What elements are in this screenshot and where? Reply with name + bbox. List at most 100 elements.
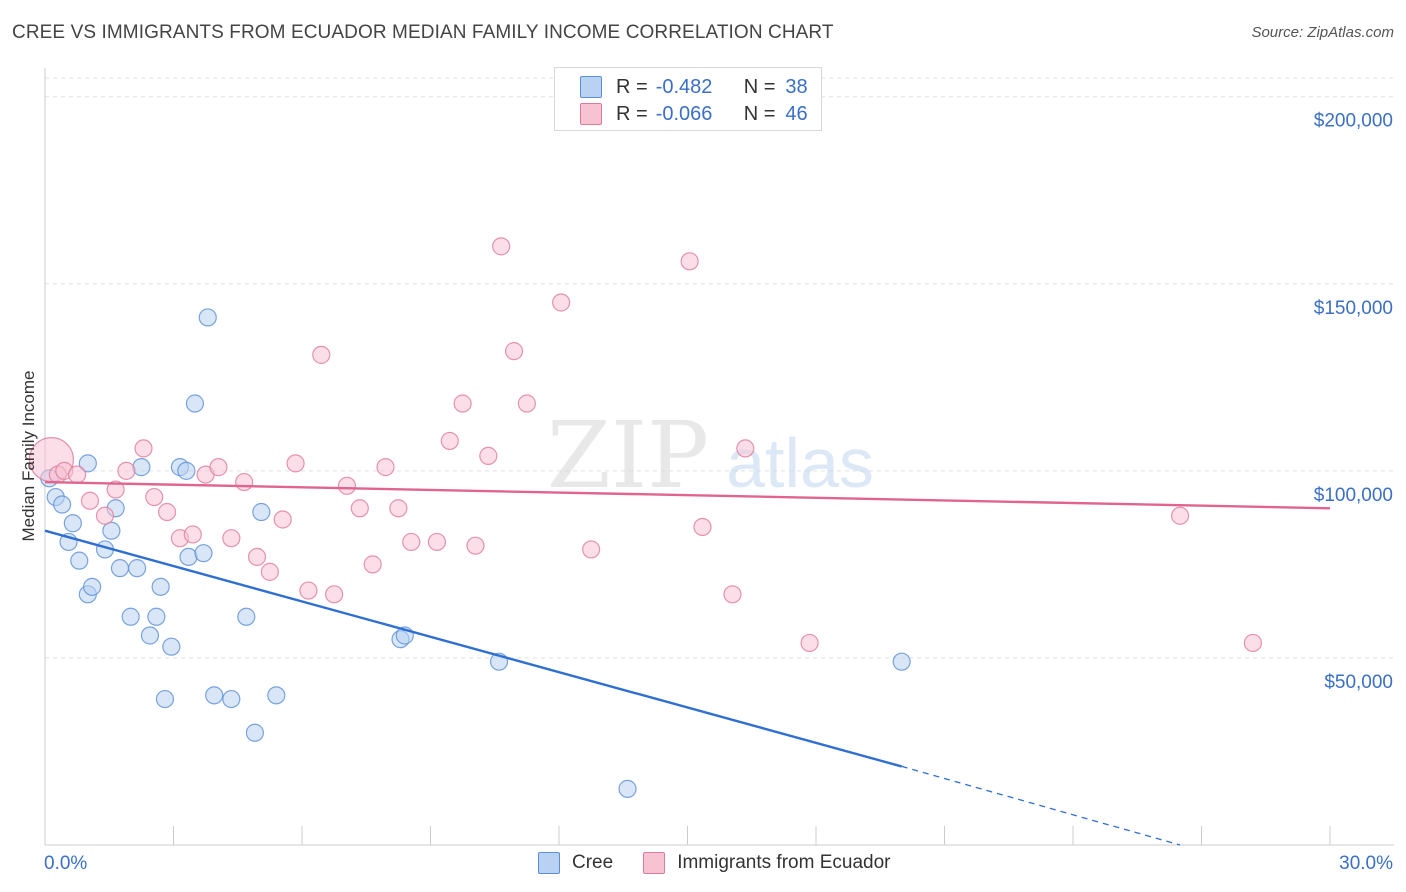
ecuador-point	[453, 394, 472, 413]
ecuador-point	[723, 585, 742, 604]
ecuador-point	[466, 536, 485, 555]
cree-point	[63, 514, 82, 533]
cree-point	[83, 577, 102, 596]
ecuador-point	[286, 454, 305, 473]
cree-point	[267, 686, 286, 705]
r-value: -0.066	[655, 102, 713, 125]
ecuador-point	[299, 581, 318, 600]
cree-point	[205, 686, 224, 705]
cree-point	[147, 607, 166, 626]
cree-swatch	[538, 852, 560, 874]
ecuador-point	[517, 394, 536, 413]
cree-point	[102, 521, 121, 540]
ecuador-point	[427, 532, 447, 552]
r-label: R =	[616, 75, 648, 98]
cree-point	[132, 458, 151, 477]
cree-point	[151, 577, 170, 596]
ecuador-point	[95, 506, 115, 525]
ecuador-point	[389, 499, 408, 518]
ecuador-point	[134, 439, 153, 458]
cree-point	[121, 607, 140, 626]
ecuador-point	[222, 529, 241, 548]
ecuador-point	[363, 555, 382, 574]
cree-point	[78, 454, 97, 473]
grid-lines	[45, 77, 1394, 659]
ecuador-point	[479, 446, 498, 465]
ecuador-point	[235, 472, 254, 492]
cree-point	[177, 461, 196, 480]
cree-point	[222, 689, 241, 709]
n-label: N =	[743, 102, 776, 125]
ecuador-point	[68, 465, 87, 484]
cree-point	[53, 495, 72, 514]
n-value: 46	[785, 102, 808, 125]
source-label: Source: ZipAtlas.com	[1251, 24, 1394, 41]
y-tick-label: $50,000	[1324, 672, 1393, 693]
cree-swatch	[580, 76, 602, 98]
ecuador-point	[117, 461, 136, 480]
cree-point	[185, 394, 205, 413]
ecuador-point	[337, 476, 357, 495]
ecuador-point	[183, 525, 202, 544]
cree-point	[140, 626, 160, 645]
ecuador-point	[492, 237, 511, 256]
ecuador-point	[325, 585, 344, 604]
cree-point	[245, 723, 264, 742]
stats-legend: R = -0.482 N = 38 R = -0.066 N = 46	[554, 67, 822, 131]
ecuador-point	[247, 547, 267, 567]
chart-title: CREE VS IMMIGRANTS FROM ECUADOR MEDIAN F…	[12, 22, 834, 43]
y-tick-label: $200,000	[1314, 111, 1393, 132]
cree-point	[252, 502, 271, 522]
watermark-zip: ZIP	[547, 402, 709, 509]
ecuador-swatch	[643, 852, 666, 874]
ecuador-point	[80, 491, 100, 510]
cree-trend-line	[44, 529, 902, 768]
y-axis-title: Median Family Income	[19, 370, 38, 541]
cree-point	[618, 779, 637, 798]
legend-label-cree: Cree	[572, 852, 614, 873]
cree-point	[198, 308, 217, 327]
ecuador-point	[209, 458, 228, 477]
n-label: N =	[743, 75, 776, 98]
ecuador-point	[260, 562, 279, 581]
ecuador-point	[440, 431, 459, 451]
ecuador-point	[582, 540, 601, 559]
ecuador-trend-line	[44, 480, 1331, 510]
ecuador-point	[350, 499, 369, 518]
watermark-atlas: atlas	[726, 424, 874, 502]
ecuador-point	[504, 342, 524, 361]
x-tick-label: 30.0%	[1339, 853, 1393, 874]
axes	[44, 68, 1394, 846]
n-value: 38	[785, 75, 808, 98]
y-tick-label: $100,000	[1314, 485, 1393, 506]
ecuador-point	[552, 293, 571, 312]
legend-row-ecuador: R = -0.066 N = 46	[580, 102, 808, 126]
cree-point	[70, 551, 89, 570]
ecuador-point	[680, 252, 699, 271]
cree-point	[179, 547, 198, 567]
ecuador-point	[106, 480, 125, 499]
ecuador-point	[273, 510, 292, 529]
cree-point	[110, 559, 130, 578]
legend-item-ecuador[interactable]: Immigrants from Ecuador	[643, 852, 890, 874]
cree-point	[162, 637, 181, 656]
ecuador-point	[736, 439, 755, 458]
y-tick-label: $150,000	[1314, 298, 1393, 319]
ecuador-point	[693, 517, 712, 537]
legend-item-cree[interactable]: Cree	[538, 852, 613, 874]
ecuador-point	[145, 487, 164, 507]
ecuador-point	[312, 345, 331, 364]
legend-row-cree: R = -0.482 N = 38	[580, 75, 808, 99]
cree-point	[155, 689, 175, 709]
ecuador-point	[402, 532, 421, 552]
watermark: ZIP atlas	[547, 402, 874, 509]
cree-point	[237, 607, 256, 626]
series-legend: Cree Immigrants from Ecuador	[538, 852, 920, 874]
cree-point	[892, 652, 911, 671]
ecuador-swatch	[580, 103, 602, 125]
cree-trend-extension	[901, 765, 1181, 846]
x-tick-label: 0.0%	[44, 853, 87, 874]
cree-point	[194, 544, 213, 563]
r-value: -0.482	[655, 75, 713, 98]
